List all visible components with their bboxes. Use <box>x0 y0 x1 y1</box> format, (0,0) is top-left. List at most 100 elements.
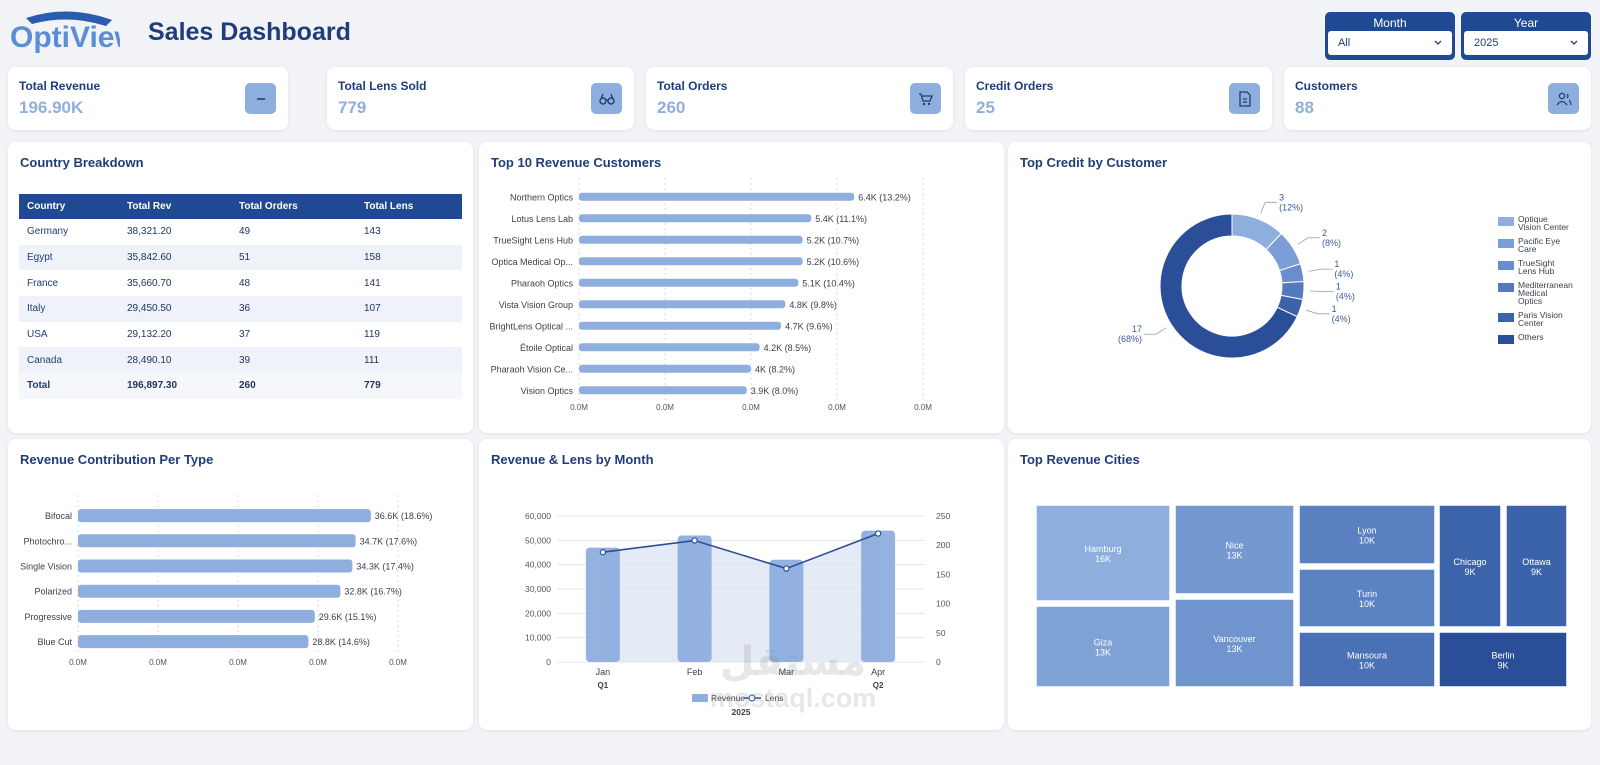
bar <box>579 321 782 330</box>
optiview-logo: OptiView <box>8 10 138 56</box>
city-label: Giza <box>1094 638 1113 648</box>
cell-total-orders: 36 <box>231 296 356 322</box>
city-value-label: 10K <box>1359 661 1375 671</box>
column-header[interactable]: Country <box>19 194 119 219</box>
cell-country: Canada <box>19 347 119 374</box>
chevron-down-icon <box>1434 40 1442 45</box>
year-dropdown[interactable]: 2025 <box>1464 31 1588 55</box>
cell-country: Italy <box>19 296 119 322</box>
treemap-tile <box>1035 504 1171 602</box>
city-value-label: 9K <box>1464 567 1475 577</box>
city-value-label: 10K <box>1359 599 1375 609</box>
panel-title: Revenue Contribution Per Type <box>20 452 214 467</box>
top-cities-panel: Top Revenue Cities Hamburg 16K Giza 13K Nice… <box>1008 439 1591 730</box>
kpi-value: 779 <box>338 98 367 117</box>
treemap-tile <box>1505 504 1568 628</box>
city-value-label: 13K <box>1226 644 1242 654</box>
cell-total-lens: 141 <box>364 277 381 289</box>
legend-label: Others <box>1518 332 1544 342</box>
panel-title: Country Breakdown <box>20 155 144 170</box>
y-tick-label: 30,000 <box>525 584 551 594</box>
cell-total-lens: 158 <box>356 244 462 271</box>
city-value-label: 9K <box>1497 661 1508 671</box>
donut-slice <box>1159 213 1298 359</box>
category-label: Progressive <box>24 612 72 622</box>
cities-treemap: Hamburg16KGiza13KNice13KVancouver13KLyon… <box>1035 504 1568 688</box>
kpi-title: Total Lens Sold <box>338 79 427 93</box>
bar <box>78 559 353 573</box>
kpi-value: 260 <box>657 98 686 117</box>
legend-swatch <box>1498 239 1514 248</box>
panel-title: Top Credit by Customer <box>1020 155 1168 170</box>
data-label: 5.2K (10.7%) <box>807 235 860 245</box>
data-label: 4K (8.2%) <box>755 364 795 374</box>
data-label: 32.8K (16.7%) <box>344 587 402 597</box>
category-label: Blue Cut <box>37 637 72 647</box>
category-label: Bifocal <box>45 511 72 521</box>
slice-percent-label: (4%) <box>1334 269 1353 279</box>
column-header[interactable]: Total Rev <box>119 194 231 219</box>
slice-value-label: 3 <box>1279 192 1284 202</box>
bar <box>78 609 315 623</box>
slice-percent-label: (4%) <box>1336 292 1355 302</box>
data-label: 28.8K (14.6%) <box>312 637 370 647</box>
kpi-total-orders: Total Orders 260 <box>646 67 953 130</box>
top-customers-chart: 0.0M 0.0M 0.0M 0.0M 0.0M Northern Optics 6.4K … <box>489 178 932 412</box>
data-label: 5.2K (10.6%) <box>807 257 860 267</box>
slice-value-label: 2 <box>1322 228 1327 238</box>
category-label: Vision Optics <box>521 386 574 396</box>
city-label: Vancouver <box>1213 634 1255 644</box>
revenue-bar <box>769 559 804 662</box>
category-label: Pharaoh Vision Ce... <box>491 364 573 374</box>
watermark-latin: mostaql.com <box>709 683 877 713</box>
column-header[interactable]: Total Orders <box>231 194 356 219</box>
bar <box>78 509 371 523</box>
bar <box>579 300 786 309</box>
data-label: 4.7K (9.6%) <box>785 321 833 331</box>
month-dropdown[interactable]: All <box>1328 31 1452 55</box>
category-label: BrightLens Optical ... <box>489 321 573 331</box>
treemap-tile <box>1438 504 1502 628</box>
quarter-label: Q1 <box>598 681 609 690</box>
y-tick-label: 20,000 <box>525 608 551 618</box>
column-header[interactable]: Total Lens <box>356 194 462 219</box>
legend-label: Lens <box>765 693 783 703</box>
x-tick-label: 0.0M <box>229 658 247 667</box>
y2-tick-label: 150 <box>936 569 950 579</box>
year-slicer[interactable]: Year 2025 <box>1461 12 1591 60</box>
users-icon <box>1548 83 1579 114</box>
revenue-bar <box>585 547 620 662</box>
bar <box>579 235 803 244</box>
legend-swatch <box>692 694 708 702</box>
legend-swatch <box>1498 217 1514 226</box>
legend-label: Medical <box>1518 288 1547 298</box>
cell-total-lens: 111 <box>356 347 462 374</box>
treemap-tile <box>1298 504 1436 565</box>
lens-point <box>691 537 698 544</box>
category-label: Polarized <box>34 587 72 597</box>
revenue-type-chart: 0.0M 0.0M 0.0M 0.0M 0.0M Bifocal 36.6K (18.6%)… <box>20 495 432 667</box>
bar <box>78 635 309 649</box>
lens-point <box>783 565 790 572</box>
legend-label: Care <box>1518 244 1537 254</box>
revenue-lens-chart: 0 10,000 20,000 30,000 40,000 50,000 60,000 0 50… <box>525 511 950 717</box>
x-tick-label: 0.0M <box>828 403 846 412</box>
y-tick-label: 60,000 <box>525 511 551 521</box>
slice-value-label: 1 <box>1336 282 1341 292</box>
category-label: Photochro... <box>23 536 72 546</box>
x-tick-label: Apr <box>871 667 885 677</box>
cell-country: Egypt <box>19 244 119 271</box>
revenue-bar <box>861 530 896 662</box>
kpi-customers: Customers 88 <box>1284 67 1591 130</box>
kpi-value: 196.90K <box>19 98 84 117</box>
kpi-value: 88 <box>1295 98 1314 117</box>
bar <box>579 278 799 287</box>
legend-label: Optique <box>1518 214 1548 224</box>
country-table: Country Total Rev Total Orders Total Len… <box>19 194 462 399</box>
chevron-down-icon <box>1570 40 1578 45</box>
slice-value-label: 1 <box>1332 304 1337 314</box>
month-slicer[interactable]: Month All <box>1325 12 1455 60</box>
cell-total-rev: 38,321.20 <box>127 226 172 238</box>
legend-swatch <box>1498 335 1514 344</box>
cell-total-orders: 260 <box>231 373 356 399</box>
